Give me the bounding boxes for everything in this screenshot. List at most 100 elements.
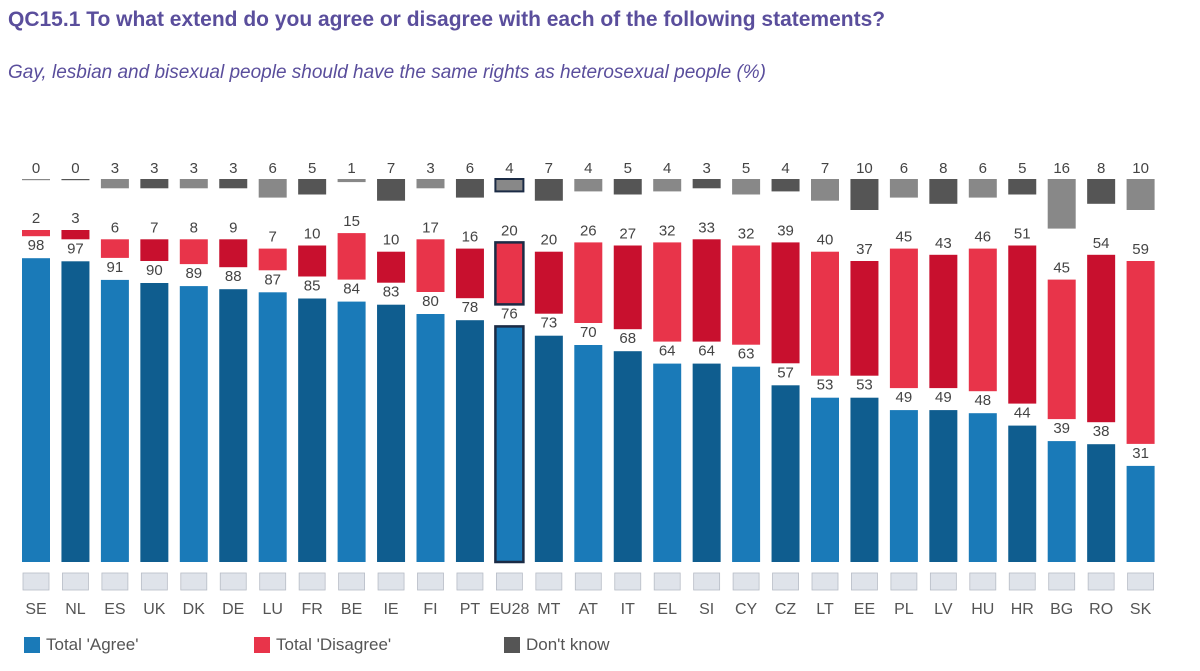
- bar-disagree-IT: [613, 245, 642, 330]
- bar-agree-LT: [811, 397, 839, 562]
- flag-SE: [22, 572, 50, 591]
- tick-label-BG: BG: [1050, 601, 1073, 618]
- bar-disagree-ES: [100, 239, 129, 258]
- legend-swatch-agree: [24, 637, 40, 653]
- bar-agree-AT: [574, 345, 603, 562]
- label-agree-DE: 88: [225, 268, 242, 285]
- label-disagree-FR: 10: [304, 226, 321, 243]
- bar-agree-SE: [22, 258, 50, 562]
- bar-agree-UK: [140, 283, 169, 562]
- bar-dontknow-CY: [732, 179, 761, 195]
- bar-agree-FI: [416, 314, 445, 562]
- bar-agree-CZ: [771, 385, 800, 562]
- bar-dontknow-ES: [100, 179, 129, 189]
- label-dontknow-FI: 3: [426, 160, 434, 177]
- tick-label-CZ: CZ: [775, 601, 797, 618]
- legend-item-disagree: Total 'Disagree': [254, 635, 391, 655]
- label-disagree-ES: 6: [111, 219, 119, 236]
- bar-agree-EL: [653, 363, 682, 562]
- flag-EU28: [495, 572, 523, 591]
- stacked-bar-chart: 9820SE9730NL9163ES9073UK8983DK8893DE8776…: [22, 160, 1155, 618]
- label-disagree-SK: 59: [1132, 241, 1149, 258]
- tick-label-HU: HU: [971, 601, 994, 618]
- bar-disagree-DE: [219, 239, 248, 268]
- bar-agree-LU: [258, 292, 287, 562]
- label-disagree-EU28: 20: [501, 222, 518, 239]
- bar-agree-FR: [298, 298, 327, 562]
- bar-agree-DE: [219, 289, 248, 562]
- flag-FI: [417, 572, 444, 591]
- label-dontknow-EU28: 4: [505, 160, 513, 177]
- bar-dontknow-LT: [811, 179, 839, 201]
- label-agree-IE: 83: [383, 284, 400, 301]
- flag-MT: [535, 572, 563, 591]
- tick-label-LU: LU: [262, 601, 282, 618]
- tick-label-PT: PT: [460, 601, 481, 618]
- tick-label-HR: HR: [1011, 601, 1034, 618]
- bar-dontknow-PT: [455, 179, 484, 198]
- tick-label-UK: UK: [143, 601, 166, 618]
- label-disagree-MT: 20: [541, 232, 558, 249]
- label-dontknow-IT: 5: [624, 160, 632, 177]
- bar-agree-BE: [337, 301, 366, 562]
- label-agree-AT: 70: [580, 324, 597, 341]
- bar-dontknow-BE: [337, 179, 366, 183]
- tick-label-IE: IE: [383, 601, 398, 618]
- bar-disagree-SK: [1126, 261, 1155, 444]
- label-agree-IT: 68: [619, 330, 636, 347]
- label-agree-BE: 84: [343, 281, 360, 298]
- bar-agree-EE: [850, 397, 879, 562]
- flag-NL: [62, 572, 89, 591]
- chart-title: QC15.1 To what extend do you agree or di…: [8, 8, 886, 31]
- label-dontknow-AT: 4: [584, 160, 592, 177]
- bar-dontknow-IE: [377, 179, 406, 201]
- bar-dontknow-UK: [140, 179, 169, 189]
- bar-disagree-HU: [968, 248, 997, 392]
- bar-dontknow-HR: [1008, 179, 1037, 195]
- tick-label-RO: RO: [1089, 601, 1113, 618]
- flag-LU: [259, 572, 287, 591]
- bar-dontknow-DK: [179, 179, 208, 189]
- bar-disagree-BG: [1047, 279, 1076, 420]
- flag-LT: [811, 572, 839, 591]
- bar-dontknow-NL: [61, 179, 90, 181]
- label-agree-SK: 31: [1132, 445, 1149, 462]
- bar-agree-SI: [692, 363, 721, 562]
- bar-agree-PT: [455, 320, 484, 562]
- tick-label-IT: IT: [621, 601, 635, 618]
- flag-SI: [693, 572, 721, 591]
- label-disagree-IT: 27: [619, 226, 636, 243]
- label-disagree-LV: 43: [935, 235, 952, 252]
- tick-label-PL: PL: [894, 601, 914, 618]
- flag-FR: [298, 572, 326, 591]
- label-disagree-PT: 16: [462, 229, 479, 246]
- flag-IT: [614, 572, 642, 591]
- bar-dontknow-LU: [258, 179, 287, 198]
- bar-dontknow-FI: [416, 179, 445, 189]
- bar-dontknow-FR: [298, 179, 327, 195]
- bar-disagree-EE: [850, 261, 879, 376]
- label-dontknow-CZ: 4: [781, 160, 789, 177]
- flag-SK: [1127, 572, 1154, 591]
- label-dontknow-PT: 6: [466, 160, 474, 177]
- label-disagree-SI: 33: [698, 219, 715, 236]
- tick-label-SI: SI: [699, 601, 714, 618]
- label-disagree-PL: 45: [896, 229, 913, 246]
- bar-agree-CY: [732, 366, 761, 562]
- bar-agree-MT: [534, 335, 563, 562]
- label-agree-FR: 85: [304, 278, 321, 295]
- bar-dontknow-MT: [534, 179, 563, 201]
- tick-label-EE: EE: [854, 601, 875, 618]
- label-disagree-RO: 54: [1093, 235, 1110, 252]
- bar-dontknow-SE: [22, 179, 50, 181]
- flag-DE: [219, 572, 247, 591]
- label-dontknow-EE: 10: [856, 160, 873, 177]
- bar-agree-RO: [1087, 444, 1116, 562]
- label-dontknow-RO: 8: [1097, 160, 1105, 177]
- tick-label-NL: NL: [65, 601, 86, 618]
- bar-disagree-MT: [534, 251, 563, 314]
- bar-disagree-PL: [889, 248, 918, 389]
- legend-swatch-dontknow: [504, 637, 520, 653]
- flag-BG: [1048, 572, 1076, 591]
- label-agree-FI: 80: [422, 293, 439, 310]
